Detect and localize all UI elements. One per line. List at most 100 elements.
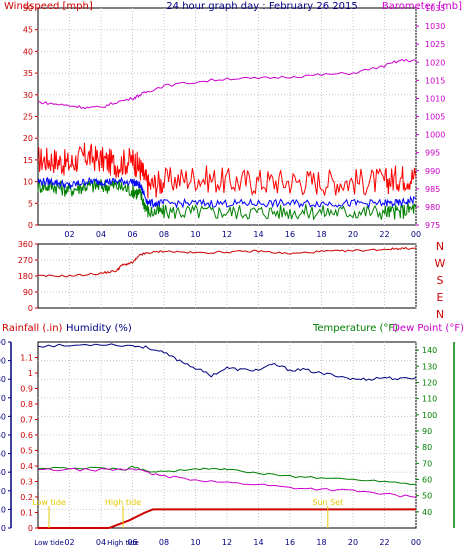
wind-x-tick-label: 06 <box>127 230 137 239</box>
wind-x-tick-label: 20 <box>348 230 358 239</box>
humidity-y-tick-label: 80 <box>0 375 6 384</box>
wind-series-line <box>37 178 417 221</box>
annotation-label: Sun Set <box>312 498 343 507</box>
rain-y-tick-label: 0.1 <box>20 509 33 518</box>
direction-y-tick-label: 90 <box>23 288 33 297</box>
direction-series-line <box>37 246 417 278</box>
rain-series-line <box>37 465 417 486</box>
rain-x-tick-label: 20 <box>348 538 358 547</box>
chart-title: 24 hour graph day : February 26 2015 <box>166 1 357 12</box>
rain-y-tick-label: 1.1 <box>20 354 33 363</box>
wind-y-tick-label: 50 <box>23 4 33 13</box>
rain-y-tick-label: 0.4 <box>20 462 33 471</box>
wind-x-tick-label: 18 <box>316 230 326 239</box>
rain-y-tick-label: 0.2 <box>20 493 33 502</box>
wind-x-tick-label: 02 <box>64 230 74 239</box>
compass-label: E <box>437 291 444 304</box>
baro-y-tick-label: 1020 <box>425 58 445 67</box>
wind-x-tick-label: 08 <box>159 230 169 239</box>
wind-x-tick-label: 10 <box>190 230 200 239</box>
rain-x-tick-label: 04 <box>96 538 106 547</box>
humidity-y-tick-label: 0 <box>1 524 6 533</box>
rain-y-tick-label: 0 <box>28 524 33 533</box>
rain-x-tick-label: 10 <box>190 538 200 547</box>
compass-label: W <box>435 257 446 270</box>
rain-x-tick-label: 16 <box>285 538 295 547</box>
rain-x-tick-label: 14 <box>253 538 263 547</box>
humidity-y-tick-label: 10 <box>0 505 6 514</box>
compass-label: S <box>437 274 444 287</box>
rain-y-tick-label: 0.7 <box>20 416 33 425</box>
temp-y-tick-label: 140 <box>422 346 437 355</box>
rain-y-tick-label: 0.5 <box>20 447 33 456</box>
rain-x-tick-label: 06 <box>127 538 137 547</box>
baro-y-tick-label: 990 <box>425 167 440 176</box>
rain-x-tick-label: 02 <box>64 538 74 547</box>
temp-y-tick-label: 120 <box>422 378 437 387</box>
wind-y-tick-label: 45 <box>23 26 33 35</box>
wind-x-tick-label: 16 <box>285 230 295 239</box>
rain-x-tick-label: 18 <box>316 538 326 547</box>
wind-x-tick-label: 00 <box>411 230 421 239</box>
wind-ylabel: Windspeed [mph] <box>4 1 93 12</box>
temp-y-tick-label: 130 <box>422 362 437 371</box>
humidity-y-tick-label: 70 <box>0 394 6 403</box>
temp-y-tick-label: 60 <box>422 475 432 484</box>
baro-y-tick-label: 975 <box>425 221 440 230</box>
dewpoint-label: Dew Point (°F) <box>392 323 464 334</box>
rain-y-tick-label: 0.8 <box>20 400 33 409</box>
direction-y-tick-label: 180 <box>18 272 33 281</box>
baro-y-tick-label: 995 <box>425 149 440 158</box>
compass-label: N <box>436 308 444 321</box>
wind-series-line <box>37 142 417 199</box>
wind-y-tick-label: 10 <box>23 178 33 187</box>
humidity-y-tick-label: 100 <box>0 338 6 347</box>
humidity-y-tick-label: 20 <box>0 487 6 496</box>
baro-y-tick-label: 980 <box>425 203 440 212</box>
rain-x-tick-label: 00 <box>411 538 421 547</box>
temp-y-tick-label: 50 <box>422 492 432 501</box>
wind-x-tick-label: 12 <box>222 230 232 239</box>
rain-x-tick-label: 12 <box>222 538 232 547</box>
annotation-label: High tide <box>105 498 141 507</box>
baro-y-tick-label: 985 <box>425 185 440 194</box>
temp-y-tick-label: 100 <box>422 411 437 420</box>
compass-label: N <box>436 240 444 253</box>
humidity-y-tick-label: 60 <box>0 412 6 421</box>
temp-y-tick-label: 70 <box>422 459 432 468</box>
humidity-y-tick-label: 50 <box>0 431 6 440</box>
rain-x-tick-label: 22 <box>379 538 389 547</box>
rain-series-line <box>37 467 417 498</box>
barometer-ylabel: Barometer [mb] <box>382 1 462 12</box>
rain-y-tick-label: 0.9 <box>20 385 33 394</box>
wind-y-tick-label: 35 <box>23 69 33 78</box>
humidity-y-tick-label: 40 <box>0 450 6 459</box>
temp-y-tick-label: 90 <box>422 427 432 436</box>
wind-series-line <box>38 58 417 110</box>
rain-y-tick-label: 0.6 <box>20 431 33 440</box>
baro-y-tick-label: 1030 <box>425 22 445 31</box>
wind-series-line <box>37 176 417 209</box>
wind-x-tick-label: 22 <box>379 230 389 239</box>
rain-x-tick-label: 08 <box>159 538 169 547</box>
wind-y-tick-label: 15 <box>23 156 33 165</box>
wind-y-tick-label: 0 <box>28 221 33 230</box>
temp-y-tick-label: 80 <box>422 443 432 452</box>
rain-series-line <box>38 508 416 529</box>
rain-y-tick-label: 0.3 <box>20 478 33 487</box>
baro-y-tick-label: 1035 <box>425 4 445 13</box>
humidity-y-tick-label: 90 <box>0 357 6 366</box>
rain-series-line <box>37 343 417 381</box>
wind-y-tick-label: 40 <box>23 47 33 56</box>
wind-y-tick-label: 25 <box>23 113 33 122</box>
wind-y-tick-label: 20 <box>23 134 33 143</box>
baro-y-tick-label: 1010 <box>425 94 445 103</box>
rain-y-tick-label: 1 <box>28 369 33 378</box>
rain-x-tick-label: Low tide <box>34 539 63 547</box>
rainfall-label: Rainfall (.in) <box>2 323 63 334</box>
wind-x-tick-label: 04 <box>96 230 106 239</box>
direction-y-tick-label: 360 <box>18 240 33 249</box>
wind-y-tick-label: 5 <box>28 199 33 208</box>
